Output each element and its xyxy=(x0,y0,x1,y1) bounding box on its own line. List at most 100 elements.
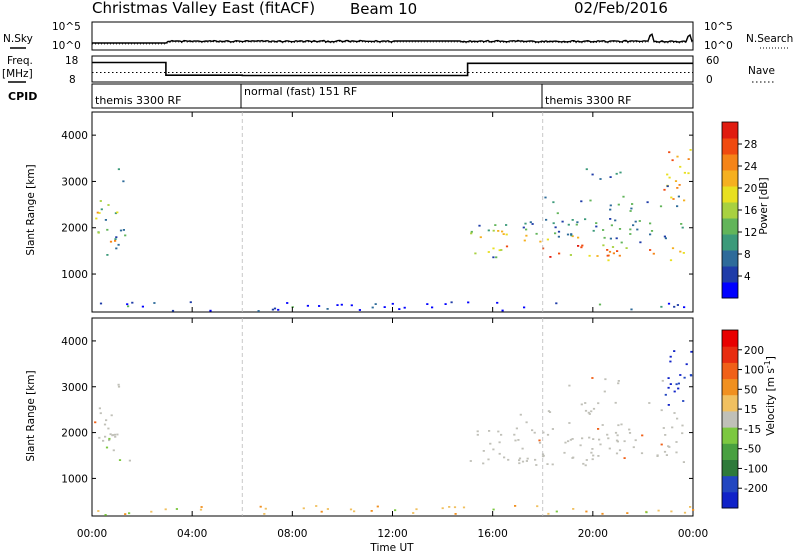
scatter-cell xyxy=(514,505,517,507)
scatter-cell xyxy=(662,427,665,429)
scatter-cell xyxy=(349,508,353,511)
y-tick-label: 4000 xyxy=(61,130,88,142)
colorbar-segment xyxy=(722,218,738,235)
x-tick-label: 20:00 xyxy=(578,528,608,540)
scatter-cell xyxy=(617,380,620,382)
scatter-cell xyxy=(529,221,532,224)
scatter-cell xyxy=(680,223,683,225)
scatter-cell xyxy=(99,200,102,202)
scatter-cell xyxy=(669,355,672,358)
scatter-cell xyxy=(649,233,652,236)
scatter-cell xyxy=(571,235,574,238)
scatter-cell xyxy=(259,505,262,508)
scatter-cell xyxy=(112,449,115,452)
scatter-cell xyxy=(670,510,673,513)
scatter-cell xyxy=(597,428,600,430)
scatter-cell xyxy=(652,252,655,255)
scatter-cell xyxy=(676,155,679,158)
scatter-cell xyxy=(681,424,684,427)
scatter-cell xyxy=(612,252,615,255)
scatter-cell xyxy=(415,508,418,511)
power-panel: 1000 2000 3000 4000 Slant Range [km] 28 24 20… xyxy=(25,111,770,313)
scatter-cell xyxy=(681,432,684,435)
scatter-cell xyxy=(104,219,107,221)
scatter-cell xyxy=(630,207,633,210)
x-axis-label: Time UT xyxy=(369,542,414,554)
colorbar-segment xyxy=(722,282,738,299)
scatter-cell xyxy=(513,433,516,436)
scatter-cell xyxy=(570,233,573,235)
scatter-cell xyxy=(554,226,557,229)
nsky-series-line xyxy=(92,33,693,44)
scatter-cell xyxy=(567,440,570,443)
scatter-cell xyxy=(444,303,447,305)
scatter-cell xyxy=(326,508,329,510)
velocity-time-guides xyxy=(241,318,544,516)
scatter-cell xyxy=(487,458,490,461)
scatter-cell xyxy=(98,407,101,410)
cpid-segment-3: themis 3300 RF xyxy=(545,94,632,107)
noise-left-tick-high: 10^5 xyxy=(52,21,81,33)
scatter-cell xyxy=(488,430,491,432)
scatter-cell xyxy=(117,243,120,246)
scatter-cell xyxy=(677,387,680,390)
scatter-cell xyxy=(571,219,574,221)
scatter-cell xyxy=(104,514,107,516)
scatter-cell xyxy=(632,446,635,449)
scatter-cell xyxy=(109,240,113,243)
cpid-label: CPID xyxy=(8,90,37,103)
power-scatter-cells xyxy=(95,149,692,312)
scatter-cell xyxy=(548,411,552,413)
scatter-cell xyxy=(96,211,99,214)
scatter-cell xyxy=(615,237,618,240)
scatter-cell xyxy=(572,508,575,510)
scatter-cell xyxy=(111,434,114,437)
scatter-cell xyxy=(630,308,633,311)
scatter-cell xyxy=(679,250,682,253)
scatter-cell xyxy=(667,377,670,379)
colorbar-tick-label: 16 xyxy=(744,205,758,217)
scatter-cell xyxy=(200,506,203,508)
scatter-cell xyxy=(116,211,119,214)
scatter-cell xyxy=(117,383,120,386)
scatter-cell xyxy=(535,464,538,466)
scatter-cell xyxy=(263,513,266,515)
scatter-cell xyxy=(683,306,686,309)
scatter-cell xyxy=(669,383,672,385)
scatter-cell xyxy=(551,463,554,466)
scatter-cell xyxy=(106,254,109,256)
scatter-cell xyxy=(277,308,280,311)
scatter-cell xyxy=(492,247,495,250)
scatter-cell xyxy=(649,222,652,225)
scatter-cell xyxy=(175,508,178,510)
scatter-cell xyxy=(580,403,583,406)
scatter-cell xyxy=(371,306,374,309)
scatter-cell xyxy=(602,229,605,231)
scatter-cell xyxy=(571,438,574,440)
x-tick-label: 04:00 xyxy=(177,528,207,540)
scatter-cell xyxy=(257,310,260,312)
scatter-cell xyxy=(109,433,112,436)
scatter-cell xyxy=(610,224,613,227)
scatter-cell xyxy=(107,427,110,430)
scatter-cell xyxy=(682,252,685,254)
scatter-cell xyxy=(534,458,537,461)
scatter-cell xyxy=(667,445,670,448)
scatter-cell xyxy=(577,245,580,247)
scatter-cell xyxy=(569,438,572,441)
colorbar-tick-label: 4 xyxy=(744,271,751,283)
scatter-cell xyxy=(515,427,518,430)
frequency-panel: Freq. [MHz] 18 8 60 0 Nave xyxy=(2,55,775,86)
velocity-panel-frame xyxy=(91,317,694,517)
scatter-cell xyxy=(591,458,594,461)
scatter-cell xyxy=(683,199,686,202)
scatter-cell xyxy=(498,249,501,252)
scatter-cell xyxy=(656,454,659,457)
cpid-panel-frame xyxy=(91,83,694,109)
scatter-cell xyxy=(587,411,590,414)
colorbar-segment xyxy=(722,138,738,155)
scatter-cell xyxy=(189,301,192,304)
scatter-cell xyxy=(99,412,102,415)
scatter-cell xyxy=(557,230,561,233)
scatter-cell xyxy=(549,256,552,258)
